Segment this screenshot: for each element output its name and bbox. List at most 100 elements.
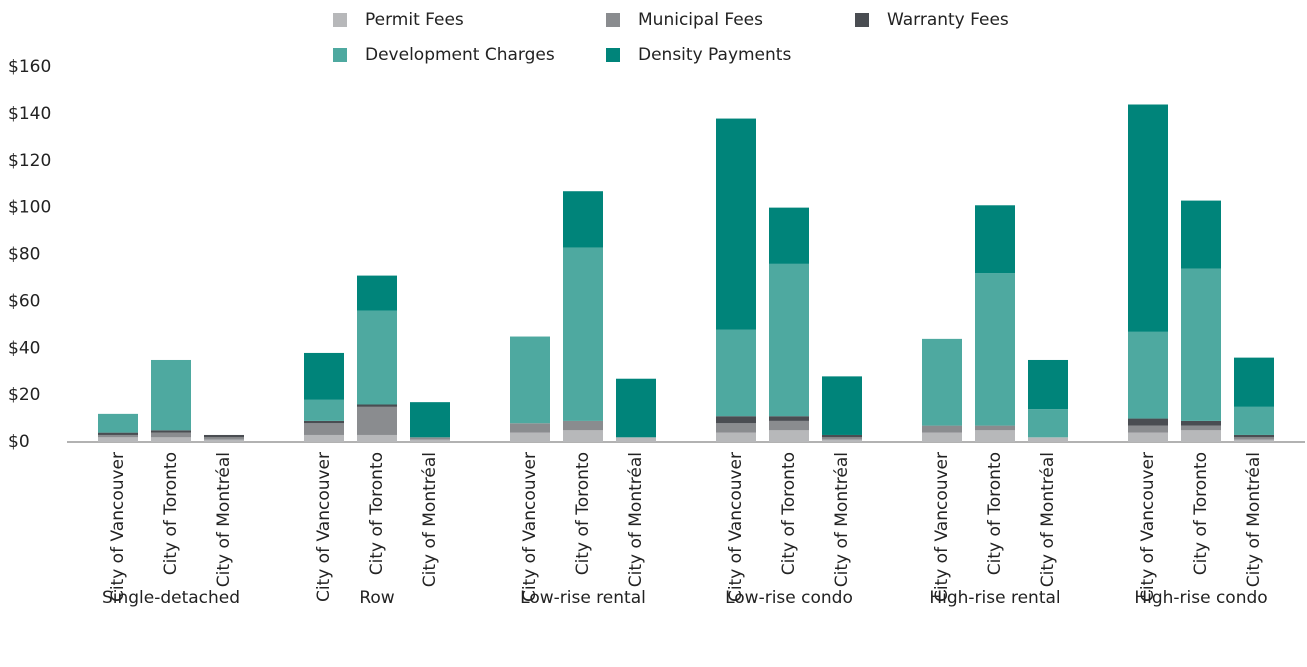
- bar-segment: [1128, 104, 1168, 332]
- bar-segment: [1128, 331, 1168, 419]
- bar-segment: [204, 437, 244, 440]
- bar-segment: [822, 439, 862, 442]
- x-tick-label: City of Vancouver: [1138, 452, 1158, 602]
- bar-segment: [975, 430, 1015, 442]
- y-tick-label: $0: [8, 432, 30, 452]
- y-tick-label: $100: [8, 198, 51, 218]
- y-tick-label: $20: [8, 385, 40, 405]
- bar-segment: [510, 423, 550, 433]
- legend-label: Permit Fees: [365, 10, 464, 30]
- bar-segment: [1234, 434, 1274, 438]
- bar-segment: [1234, 439, 1274, 442]
- legend-swatch: [333, 48, 347, 62]
- bar-segment: [975, 273, 1015, 426]
- bar-segment: [151, 359, 191, 431]
- x-tick-label: City of Vancouver: [520, 452, 540, 602]
- legend-swatch: [855, 13, 869, 27]
- bar-segment: [769, 207, 809, 264]
- y-tick-label: $140: [8, 104, 51, 124]
- bar-segment: [1234, 357, 1274, 407]
- bar-segment: [922, 425, 962, 433]
- bar-segment: [769, 430, 809, 442]
- y-tick-label: $120: [8, 151, 51, 171]
- x-tick-label: City of Toronto: [985, 452, 1005, 575]
- legend-swatch: [333, 13, 347, 27]
- bar-segment: [510, 432, 550, 442]
- y-tick-label: $160: [8, 57, 51, 77]
- bar-segment: [151, 432, 191, 438]
- bar-segment: [304, 399, 344, 421]
- bar-segment: [410, 439, 450, 442]
- bar-segment: [1234, 437, 1274, 440]
- x-tick-label: City of Vancouver: [932, 452, 952, 602]
- bar-segment: [922, 338, 962, 426]
- x-tick-label: City of Montréal: [214, 452, 234, 587]
- legend-label: Warranty Fees: [887, 10, 1009, 30]
- legend-label: Municipal Fees: [638, 10, 763, 30]
- x-tick-label: City of Montréal: [420, 452, 440, 587]
- bar-segment: [616, 437, 656, 442]
- bar-segment: [151, 430, 191, 433]
- bar-segment: [304, 423, 344, 435]
- bar-segment: [1028, 437, 1068, 442]
- bar-segment: [357, 310, 397, 405]
- x-tick-label: City of Montréal: [832, 452, 852, 587]
- bar-segment: [769, 420, 809, 431]
- bar-segment: [357, 275, 397, 311]
- x-tick-label: City of Vancouver: [314, 452, 334, 602]
- bar-segment: [1028, 409, 1068, 438]
- bar-segment: [716, 432, 756, 442]
- bar-segment: [1128, 432, 1168, 442]
- x-tick-label: City of Montréal: [626, 452, 646, 587]
- bar-segment: [98, 432, 138, 435]
- bar-segment: [975, 205, 1015, 274]
- group-label: Single-detached: [102, 588, 240, 608]
- bar-segment: [357, 404, 397, 407]
- bar-segment: [1181, 420, 1221, 426]
- bar-segment: [563, 191, 603, 248]
- bar-segment: [304, 352, 344, 400]
- x-tick-label: City of Toronto: [161, 452, 181, 575]
- legend-label: Density Payments: [638, 45, 791, 65]
- group-label: High-rise rental: [929, 588, 1060, 608]
- group-label: Low-rise rental: [520, 588, 646, 608]
- bar-segment: [769, 416, 809, 421]
- x-tick-label: City of Montréal: [1244, 452, 1264, 587]
- bar-segment: [304, 434, 344, 442]
- bar-segment: [410, 402, 450, 438]
- bar-segment: [1234, 406, 1274, 435]
- bar-segment: [1028, 359, 1068, 410]
- group-label: Low-rise condo: [725, 588, 853, 608]
- bar-segment: [204, 434, 244, 438]
- x-tick-label: City of Montréal: [1038, 452, 1058, 587]
- y-tick-label: $60: [8, 291, 40, 311]
- bar-segment: [98, 434, 138, 438]
- x-tick-label: City of Vancouver: [726, 452, 746, 602]
- bar-segment: [1181, 200, 1221, 269]
- x-tick-label: City of Toronto: [1191, 452, 1211, 575]
- x-tick-label: City of Toronto: [367, 452, 387, 575]
- bar-segment: [563, 247, 603, 421]
- bar-segment: [563, 420, 603, 431]
- legend-swatch: [606, 13, 620, 27]
- bar-segment: [975, 425, 1015, 431]
- group-label: High-rise condo: [1134, 588, 1267, 608]
- bar-segment: [1181, 425, 1221, 431]
- bar-segment: [616, 378, 656, 438]
- bar-segment: [510, 336, 550, 424]
- y-tick-label: $40: [8, 338, 40, 358]
- bar-segment: [204, 439, 244, 442]
- x-tick-label: City of Toronto: [779, 452, 799, 575]
- bar-segment: [716, 423, 756, 433]
- x-tick-label: City of Vancouver: [108, 452, 128, 602]
- bar-segment: [151, 437, 191, 442]
- legend-swatch: [606, 48, 620, 62]
- bar-segment: [357, 434, 397, 442]
- legend-label: Development Charges: [365, 45, 555, 65]
- x-tick-label: City of Toronto: [573, 452, 593, 575]
- bar-segment: [304, 420, 344, 424]
- bar-segment: [822, 376, 862, 435]
- bar-segment: [410, 437, 450, 440]
- bar-segment: [1128, 425, 1168, 433]
